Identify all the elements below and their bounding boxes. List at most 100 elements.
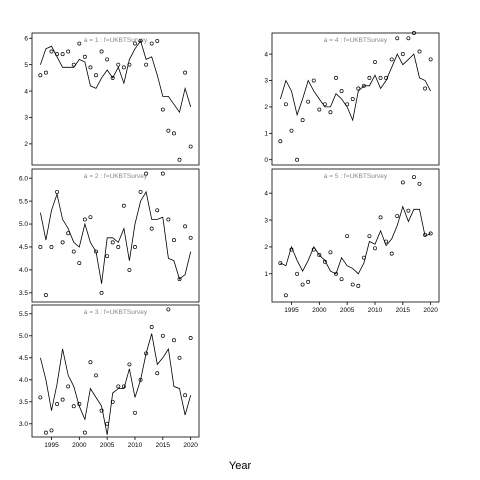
observed-point [94,373,98,378]
observed-point [49,428,54,433]
y-tick-label: 5.5 [19,198,28,205]
observed-point [133,245,137,249]
x-tick-label: 2015 [156,442,171,449]
observed-point [160,333,165,338]
observed-point [295,157,299,162]
observed-point [171,238,176,243]
observed-point [60,397,65,402]
observed-point [177,157,182,162]
observed-point [94,249,98,254]
observed-point [38,73,43,78]
panel-3: a = 3 : f=UKBTSurvey 3.0 3.5 4.0 4.5 5.0 5.5 19… [19,304,200,449]
observed-point [406,36,411,41]
observed-point [412,31,416,35]
observed-point [77,41,82,46]
observed-point [43,70,48,75]
observed-point [105,57,110,62]
x-tick-label: 2020 [423,307,438,314]
observed-point [121,65,126,70]
observed-point [82,217,87,222]
observed-point [99,408,104,413]
x-tick-label: 2020 [183,442,198,449]
observed-point [160,171,165,176]
observed-point [155,208,160,213]
observed-point [99,49,104,54]
panel-title: a = 5 : f=UKBTSurvey [324,173,388,180]
observed-point [171,338,176,343]
observed-point [334,75,338,80]
fitted-line [40,190,192,284]
observed-point [183,224,188,229]
observed-point [116,245,121,249]
observed-point [121,384,126,389]
fitted-line [40,39,192,114]
observed-point [77,402,82,406]
observed-point [43,293,48,298]
observed-point [82,430,87,435]
y-tick-label: 4.5 [19,244,28,251]
observed-point [300,282,305,287]
observed-point [127,62,132,67]
observed-point [350,97,355,101]
observed-point [88,360,93,365]
y-tick-label: 4 [264,190,268,197]
panel-frame [271,168,440,303]
observed-point [356,283,361,288]
observed-point [378,75,383,80]
observed-point [121,203,126,208]
y-tick-label: 3.5 [19,399,28,406]
observed-point [55,189,60,194]
observed-point [71,404,76,409]
x-tick-label: 2015 [396,307,411,314]
y-tick-label: 1 [264,131,268,138]
observed-point [188,336,193,340]
observed-point [66,231,71,236]
observed-point [127,267,132,272]
y-tick-label: 3 [24,115,28,122]
observed-point [428,57,433,62]
observed-point [289,247,294,252]
observed-point [160,107,165,112]
observed-point [99,290,104,295]
x-axis-title: Year [228,460,252,472]
observed-point [278,261,283,265]
observed-point [110,399,115,404]
y-tick-label: 3 [264,217,268,224]
observed-point [311,78,316,83]
y-tick-label: 1 [264,271,268,278]
observed-point [60,52,65,57]
y-tick-label: 6 [24,35,28,42]
observed-point [77,261,82,265]
observed-point [133,41,137,46]
observed-point [105,421,110,426]
observed-point [373,246,377,251]
y-tick-label: 4 [24,88,28,95]
panel-title: a = 1 : f=UKBTSurvey [84,37,148,44]
observed-point [400,52,405,57]
observed-point [177,277,182,282]
panel-2: a = 2 : f=UKBTSurvey 3.5 4.0 4.5 5.0 5.5 6.0 [19,168,200,303]
observed-point [43,430,48,435]
y-tick-label: 4.0 [19,267,28,274]
y-tick-label: 4.5 [19,355,28,362]
observed-point [55,52,60,57]
observed-point [155,38,160,43]
observed-point [188,144,193,149]
observed-point [71,249,76,254]
panel-frame [271,32,440,166]
observed-point [423,86,428,91]
y-tick-label: 3.5 [19,290,28,297]
x-tick-label: 2010 [368,307,383,314]
observed-point [144,62,149,67]
observed-point [395,214,400,218]
observed-point [149,325,154,329]
observed-point [127,362,132,367]
observed-point [300,118,305,123]
observed-point [171,131,176,136]
observed-point [88,215,93,220]
observed-point [166,307,171,312]
panel-title: a = 2 : f=UKBTSurvey [84,173,148,180]
observed-point [339,277,344,282]
panel-5: a = 5 : f=UKBTSurvey 1 2 3 4 1995 2000 2005 2010… [264,168,440,314]
